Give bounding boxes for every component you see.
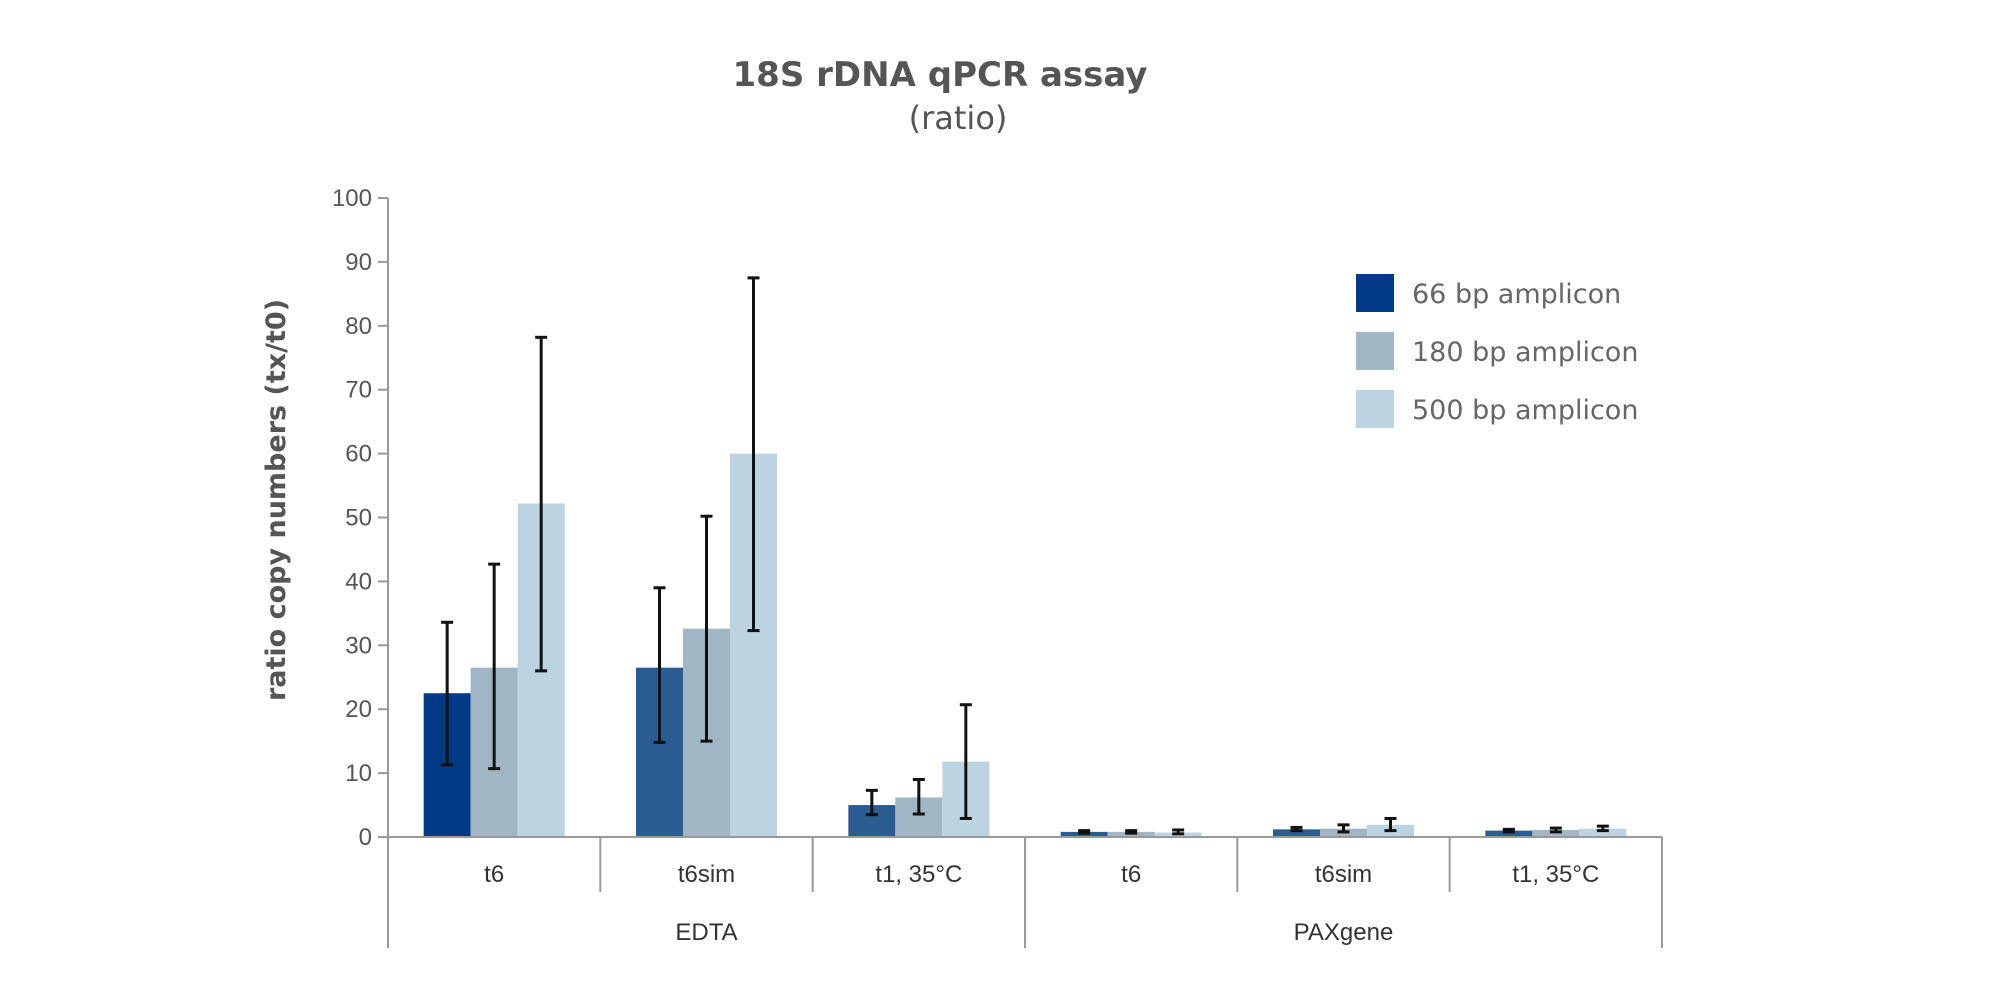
- y-tick-label: 100: [332, 185, 372, 212]
- x-group-label: PAXgene: [1294, 919, 1394, 946]
- legend-label: 180 bp amplicon: [1412, 337, 1638, 368]
- chart-subtitle: (ratio): [909, 99, 1008, 137]
- bar: [1532, 829, 1580, 837]
- legend-swatch: [1356, 390, 1394, 428]
- legend-swatch: [1356, 274, 1394, 312]
- x-category-label: t6sim: [678, 861, 735, 888]
- legend: 66 bp amplicon 180 bp amplicon 500 bp ampl…: [1356, 274, 1638, 428]
- y-tick-label: 10: [345, 760, 372, 787]
- bar: [1273, 829, 1320, 837]
- x-category-label: t6: [1121, 861, 1141, 888]
- y-tick-label: 40: [345, 568, 372, 595]
- y-tick-label: 50: [345, 505, 372, 532]
- y-tick-label: 20: [345, 696, 372, 723]
- bar: [1579, 828, 1627, 837]
- y-tick-label: 70: [345, 377, 372, 404]
- y-tick-label: 80: [345, 313, 372, 340]
- bars-layer: [423, 453, 1627, 837]
- y-tick-label: 60: [345, 441, 372, 468]
- x-category-label: t1, 35°C: [875, 861, 962, 888]
- legend-swatch: [1356, 332, 1394, 370]
- x-category-label: t6sim: [1315, 861, 1372, 888]
- y-tick-label: 90: [345, 249, 372, 276]
- bar: [1485, 830, 1533, 837]
- y-tick-label: 0: [359, 824, 372, 851]
- legend-label: 66 bp amplicon: [1412, 279, 1621, 310]
- x-category-label: t6: [484, 861, 504, 888]
- legend-label: 500 bp amplicon: [1412, 395, 1638, 426]
- chart-title: 18S rDNA qPCR assay: [733, 55, 1148, 95]
- x-group-label: EDTA: [675, 919, 737, 946]
- y-tick-label: 30: [345, 632, 372, 659]
- y-axis-label: ratio copy numbers (tx/t0): [261, 299, 292, 701]
- y-axis: 0 10 20 30 40 50 60 70 80 90 100: [332, 185, 389, 851]
- x-category-label: t1, 35°C: [1512, 861, 1599, 888]
- x-axis: t6 t6sim t1, 35°C t6 t6sim t1, 35°C EDTA PAXgen…: [387, 836, 1663, 948]
- error-bars-layer: [441, 276, 1609, 836]
